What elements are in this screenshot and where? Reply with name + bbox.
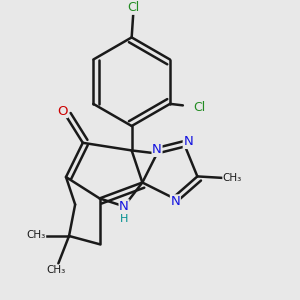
Text: Cl: Cl xyxy=(193,101,205,114)
Text: CH₃: CH₃ xyxy=(223,173,242,183)
Text: N: N xyxy=(183,135,193,148)
Text: N: N xyxy=(170,195,180,208)
Text: H: H xyxy=(120,214,128,224)
Text: O: O xyxy=(57,104,68,118)
Text: CH₃: CH₃ xyxy=(26,230,46,240)
Text: N: N xyxy=(152,143,162,156)
Text: Cl: Cl xyxy=(127,1,139,14)
Text: CH₃: CH₃ xyxy=(46,265,65,275)
Text: N: N xyxy=(119,200,129,213)
